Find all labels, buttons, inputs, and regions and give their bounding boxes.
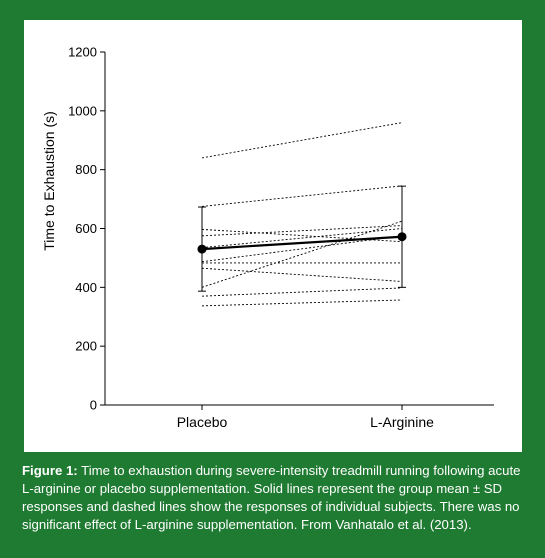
subject-line-2	[201, 185, 403, 207]
subject-line-10	[201, 287, 403, 297]
subject-line-8	[201, 267, 403, 282]
y-tick-label: 0	[90, 398, 97, 413]
caption-text: Time to exhaustion during severe-intensi…	[22, 463, 521, 532]
mean-point	[197, 244, 207, 254]
subject-lines	[201, 122, 403, 307]
subject-line-6	[201, 235, 403, 263]
mean-line	[201, 235, 403, 251]
mean-series	[197, 185, 407, 292]
subject-line-1	[201, 122, 403, 159]
x-tick-label: Placebo	[177, 414, 228, 430]
caption-label: Figure 1:	[22, 463, 78, 478]
subject-line-9	[201, 220, 403, 288]
chart-svg: 0 200 400 600 800 1000 1200 Placebo L-Arginine T…	[41, 45, 494, 430]
y-axis-label: Time to Exhaustion (s)	[41, 111, 57, 251]
x-tick-label: L-Arginine	[370, 414, 434, 430]
mean-point	[397, 232, 407, 242]
subject-line-4	[201, 225, 403, 237]
y-tick-label: 200	[75, 339, 97, 354]
y-tick-label: 600	[75, 221, 97, 236]
subject-line-3	[201, 228, 403, 243]
chart-axes: 0 200 400 600 800 1000 1200 Placebo L-Arginine	[68, 45, 494, 430]
y-tick-label: 1000	[68, 103, 97, 118]
y-tick-label: 400	[75, 280, 97, 295]
chart-panel: 0 200 400 600 800 1000 1200 Placebo L-Arginine T…	[24, 20, 522, 452]
subject-line-11	[201, 299, 403, 307]
y-tick-label: 800	[75, 162, 97, 177]
y-tick-label: 1200	[68, 45, 97, 60]
subject-line-5	[201, 228, 403, 249]
figure-caption: Figure 1: Time to exhaustion during seve…	[22, 462, 527, 534]
